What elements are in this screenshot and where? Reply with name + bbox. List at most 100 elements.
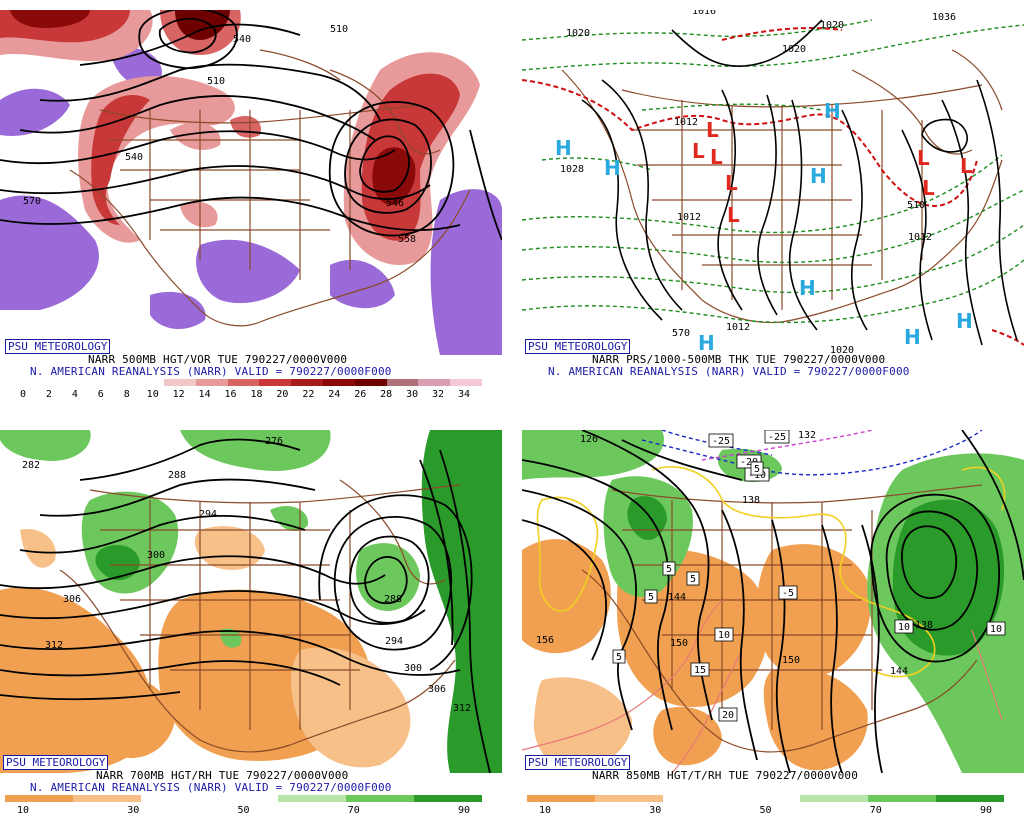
contour-label: 312 (453, 703, 471, 714)
panel-title-line: NARR 850MB HGT/T/RH TUE 790227/0000V000 (592, 769, 859, 782)
scale-tick-label: 70 (869, 805, 882, 816)
contour-label: 1020 (820, 20, 844, 31)
contour-label: 144 (890, 666, 908, 677)
height-contour-labels: 276 282 288 294 300 306 312 288 294 300 … (22, 436, 471, 714)
contour-label: 540 (125, 152, 143, 163)
low-center: L (710, 145, 723, 169)
scale-swatch (73, 795, 142, 802)
low-center: L (692, 139, 705, 163)
scale-tick-label: 26 (354, 389, 367, 400)
high-center: H (904, 325, 921, 349)
contour-label: 300 (147, 550, 165, 561)
scale-swatch (450, 379, 482, 386)
scale-swatch (413, 795, 482, 802)
scale-swatch (5, 379, 37, 386)
scale-tick-label: 90 (457, 805, 471, 816)
high-center: H (604, 156, 621, 180)
dry-areas (0, 526, 411, 773)
temperature-box (686, 571, 700, 586)
contour-label: 540 (233, 34, 251, 45)
contour-label: 150 (782, 655, 800, 666)
contour-label: 510 (907, 200, 925, 211)
contour-label: 510 (207, 76, 225, 87)
scale-swatch (68, 379, 101, 386)
scale-tick-label: 34 (457, 389, 471, 400)
contour-label: 150 (670, 638, 688, 649)
scale-swatch (227, 379, 260, 386)
scale-swatch (935, 795, 1004, 802)
temperature-box (894, 619, 914, 634)
contour-label: 276 (265, 436, 283, 447)
contour-label: 294 (199, 509, 217, 520)
cold-isotherms (641, 430, 983, 476)
contour-label: 288 (168, 470, 186, 481)
contour-label: 288 (384, 594, 402, 605)
scale-tick-label: 2 (45, 389, 52, 400)
scale-tick-label: 22 (302, 389, 315, 400)
high-center: H (698, 331, 715, 355)
temperature-label: -25 (768, 432, 786, 443)
scale-tick-label: 0 (19, 389, 27, 400)
psu-meteorology-badge: PSU METEOROLOGY (5, 339, 111, 354)
temperature-label: -20 (740, 457, 758, 468)
height-contours (0, 10, 502, 241)
scale-swatch (36, 379, 69, 386)
contour-label: 300 (404, 663, 422, 674)
psu-meteorology-badge: PSU METEOROLOGY (3, 755, 109, 770)
temperature-label: 5 (648, 592, 654, 603)
low-center: L (960, 154, 973, 178)
contour-label: 1012 (908, 232, 932, 243)
temperature-label: -25 (712, 436, 730, 447)
contour-label: 138 (742, 495, 760, 506)
scale-tick-label: 90 (979, 805, 993, 816)
temperature-label: -10 (748, 470, 766, 481)
scale-swatch (322, 379, 355, 386)
scale-tick-label: 16 (224, 389, 237, 400)
temperature-label: 15 (694, 665, 706, 676)
high-pressure-centers: H H H H H H H H (555, 99, 973, 355)
scale-tick-label: 10 (538, 805, 552, 816)
temperature-box (690, 662, 710, 677)
scale-tick-label: 12 (172, 389, 185, 400)
scale-swatch (132, 379, 164, 386)
panel-title-line: NARR PRS/1000-500MB THK TUE 790227/0000V… (592, 353, 886, 366)
panel-700mb-rh: 276 282 288 294 300 306 312 288 294 300 … (0, 430, 502, 819)
high-center: H (799, 276, 816, 300)
low-center: L (725, 171, 738, 195)
scale-tick-label: 10 (16, 805, 30, 816)
temperature-label: 20 (722, 710, 734, 721)
temperature-box (764, 430, 790, 444)
scale-swatch (527, 795, 596, 802)
temperature-label: 10 (990, 624, 1002, 635)
contour-label: 156 (536, 635, 554, 646)
temperature-box (662, 561, 676, 576)
contour-label: 546 (386, 198, 404, 209)
scale-swatch (386, 379, 419, 386)
temperature-label: 5 (690, 574, 696, 585)
contour-label: 1016 (692, 10, 716, 17)
contour-label: 294 (385, 636, 403, 647)
high-center: H (555, 136, 572, 160)
scale-tick-label: 6 (97, 389, 104, 400)
low-pressure-centers: L L L L L L L L (692, 118, 973, 227)
contour-label: 570 (672, 328, 690, 339)
very-cold-isotherms (701, 430, 873, 461)
scale-tick-label: 8 (123, 389, 130, 400)
scale-swatch (291, 379, 323, 386)
scale-swatch (663, 795, 732, 802)
rh-color-scale (5, 795, 482, 802)
scale-tick-label: 20 (276, 389, 289, 400)
warm-isotherms (522, 599, 1003, 773)
scale-swatch (418, 379, 451, 386)
high-center: H (956, 309, 973, 333)
contour-label: 1020 (566, 28, 590, 39)
thickness-540-line (522, 27, 1024, 346)
temperature-box (714, 627, 734, 642)
scale-swatch (209, 795, 278, 802)
temperature-label: 10 (718, 630, 730, 641)
isobar-contours (581, 19, 1018, 346)
panel-pressure-thickness: 1020 1028 1012 1012 1020 1016 1020 1036 … (522, 10, 1024, 402)
scale-tick-label: 30 (406, 389, 419, 400)
scale-swatch (595, 795, 664, 802)
temperature-box (718, 707, 738, 722)
